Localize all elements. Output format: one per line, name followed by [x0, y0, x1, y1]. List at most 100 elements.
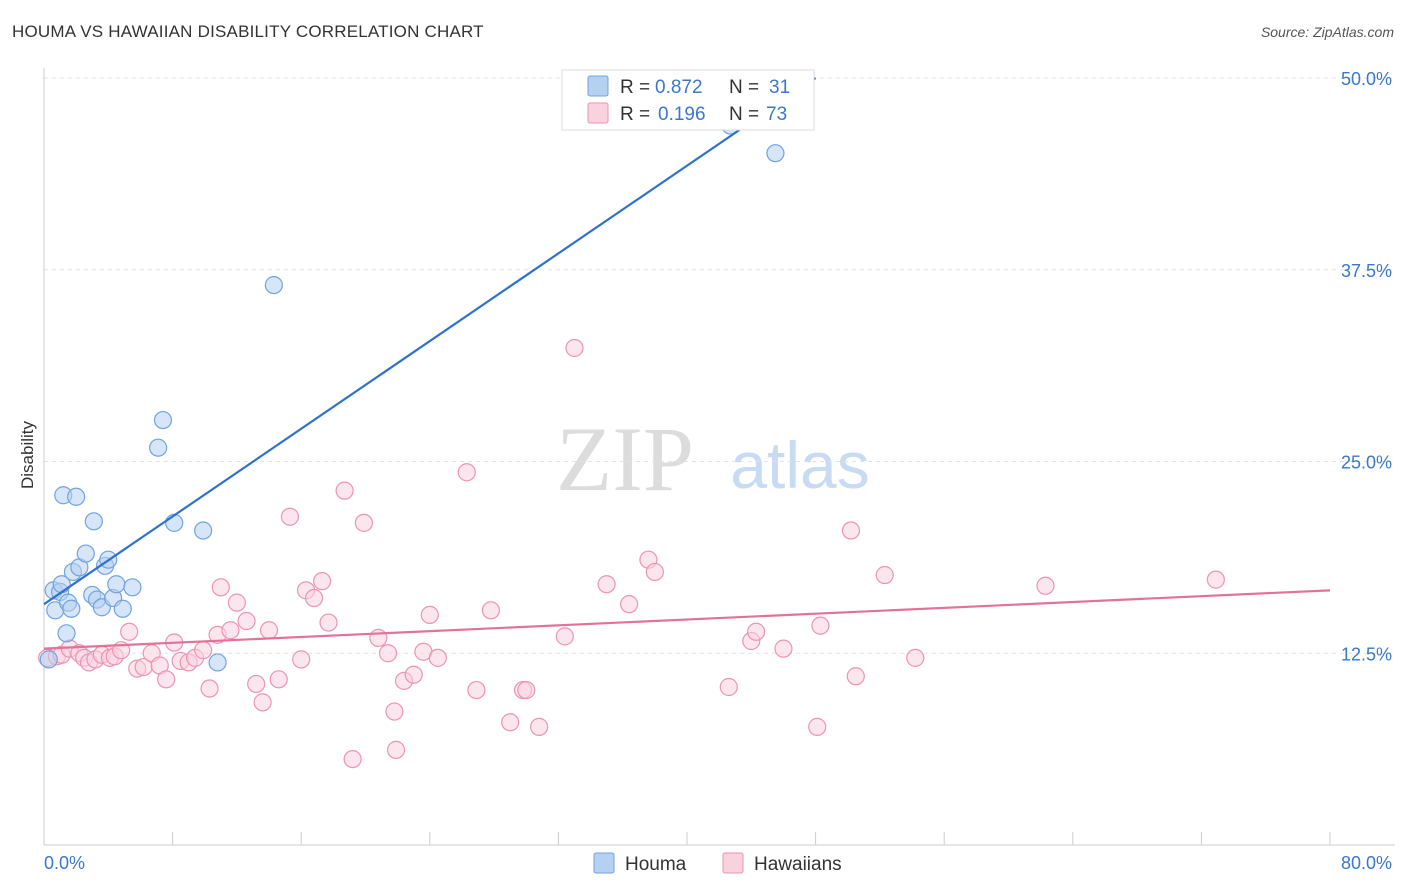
- hawaiians-point: [1036, 576, 1055, 595]
- houma-point: [165, 513, 184, 532]
- hawaiians-point: [404, 665, 423, 684]
- y-tick-label: 50.0%: [1341, 69, 1392, 89]
- houma-point: [62, 599, 81, 618]
- houma-point: [123, 578, 142, 597]
- hawaiians-point: [747, 622, 766, 641]
- houma-point: [57, 624, 76, 643]
- hawaiians-point: [530, 717, 549, 736]
- hawaiians-point: [841, 521, 861, 540]
- houma-stat-swatch: [587, 75, 609, 97]
- houma-point: [194, 521, 213, 540]
- hawaiians-point: [292, 650, 311, 669]
- series-legend: Houma Hawaiians: [593, 852, 842, 875]
- hawaiians-points: [38, 338, 1225, 769]
- hawaiians-point: [467, 680, 486, 700]
- hawaiians-point: [481, 601, 500, 620]
- hawaiians-point: [354, 513, 373, 532]
- houma-r-value: 0.872: [655, 77, 703, 98]
- hawaiians-point: [335, 481, 354, 500]
- hawaiians-point: [304, 588, 324, 608]
- hawaiians-point: [312, 572, 332, 591]
- hawaiians-point: [221, 621, 240, 640]
- trend-lines: [43, 77, 1331, 650]
- hawaiians-point: [247, 674, 266, 694]
- hawaiians-point: [385, 702, 404, 721]
- hawaiians-point: [846, 667, 865, 686]
- houma-point: [84, 512, 103, 531]
- hawaiians-point: [517, 680, 536, 700]
- y-axis-label: Disability: [18, 420, 37, 489]
- hawaiians-point: [597, 575, 616, 594]
- axes: [43, 68, 1395, 846]
- hawaiians-point: [259, 621, 279, 640]
- chart-title: HOUMA VS HAWAIIAN DISABILITY CORRELATION…: [12, 22, 484, 41]
- hawaiians-point: [457, 463, 476, 482]
- houma-n-label: N =: [729, 77, 759, 98]
- hawaiians-point: [227, 593, 246, 612]
- x-tick-label-max: 80.0%: [1341, 853, 1392, 873]
- hawaiians-point: [719, 677, 738, 697]
- houma-legend-swatch: [593, 852, 615, 874]
- y-tick-label: 12.5%: [1341, 644, 1392, 664]
- houma-point: [766, 144, 785, 163]
- hawaiians-point: [253, 693, 272, 712]
- hawaiians-point: [343, 749, 362, 769]
- hawaiians-point: [645, 562, 664, 582]
- hawaiians-point: [369, 628, 388, 648]
- stats-legend: R = 0.872 N = 31 R = 0.196 N = 73: [561, 69, 815, 131]
- houma-point: [149, 438, 168, 457]
- hawaiians-point: [378, 644, 398, 663]
- x-tick-label-min: 0.0%: [44, 853, 85, 873]
- houma-point: [264, 275, 283, 295]
- hawaiians-point: [1206, 570, 1225, 589]
- source-credit: Source: ZipAtlas.com: [1260, 24, 1394, 40]
- hawaiians-point: [906, 648, 925, 667]
- hawaiians-point: [157, 670, 176, 689]
- houma-point: [153, 410, 173, 430]
- hawaiians-r-value: 0.196: [658, 104, 706, 125]
- hawaiians-point: [428, 648, 447, 667]
- hawaiians-point: [420, 605, 439, 625]
- y-tick-label: 25.0%: [1341, 453, 1392, 473]
- watermark-zip: ZIP: [556, 408, 694, 510]
- houma-legend-label: Houma: [625, 854, 687, 875]
- houma-r-label: R =: [620, 77, 650, 98]
- hawaiians-point: [194, 641, 213, 660]
- houma-points: [39, 116, 785, 672]
- hawaiians-point: [555, 627, 574, 646]
- houma-point: [107, 575, 126, 594]
- houma-n-value: 31: [769, 77, 790, 98]
- hawaiians-point: [237, 611, 256, 631]
- watermark-atlas: atlas: [730, 428, 869, 502]
- hawaiians-point: [269, 670, 288, 689]
- houma-point: [39, 650, 58, 669]
- tick-labels: 12.5% 25.0% 37.5% 50.0% 0.0% 80.0%: [44, 69, 1392, 873]
- hawaiians-legend-label: Hawaiians: [754, 854, 842, 875]
- hawaiians-stat-swatch: [587, 102, 609, 124]
- houma-point: [208, 653, 227, 672]
- hawaiians-point: [501, 713, 520, 732]
- hawaiians-r-label: R =: [620, 104, 650, 125]
- hawaiians-point: [620, 595, 639, 614]
- hawaiians-point: [120, 622, 139, 641]
- hawaiians-n-label: N =: [729, 104, 759, 125]
- hawaiians-point: [811, 616, 830, 635]
- watermark: ZIP atlas: [556, 408, 870, 510]
- hawaiians-point: [319, 613, 338, 632]
- hawaiians-n-value: 73: [766, 104, 787, 125]
- y-tick-label: 37.5%: [1341, 261, 1392, 281]
- hawaiians-legend-swatch: [722, 852, 744, 874]
- hawaiians-point: [200, 679, 219, 698]
- grid-lines: [44, 77, 1395, 654]
- hawaiians-point: [875, 565, 894, 585]
- hawaiians-point: [808, 717, 827, 736]
- hawaiians-point: [280, 507, 300, 526]
- hawaiians-point: [774, 639, 793, 658]
- hawaiians-trend-line: [43, 589, 1331, 650]
- houma-point: [76, 544, 95, 563]
- hawaiians-point: [211, 578, 230, 597]
- hawaiians-point: [565, 338, 584, 358]
- hawaiians-point: [386, 740, 406, 759]
- houma-point: [113, 599, 132, 618]
